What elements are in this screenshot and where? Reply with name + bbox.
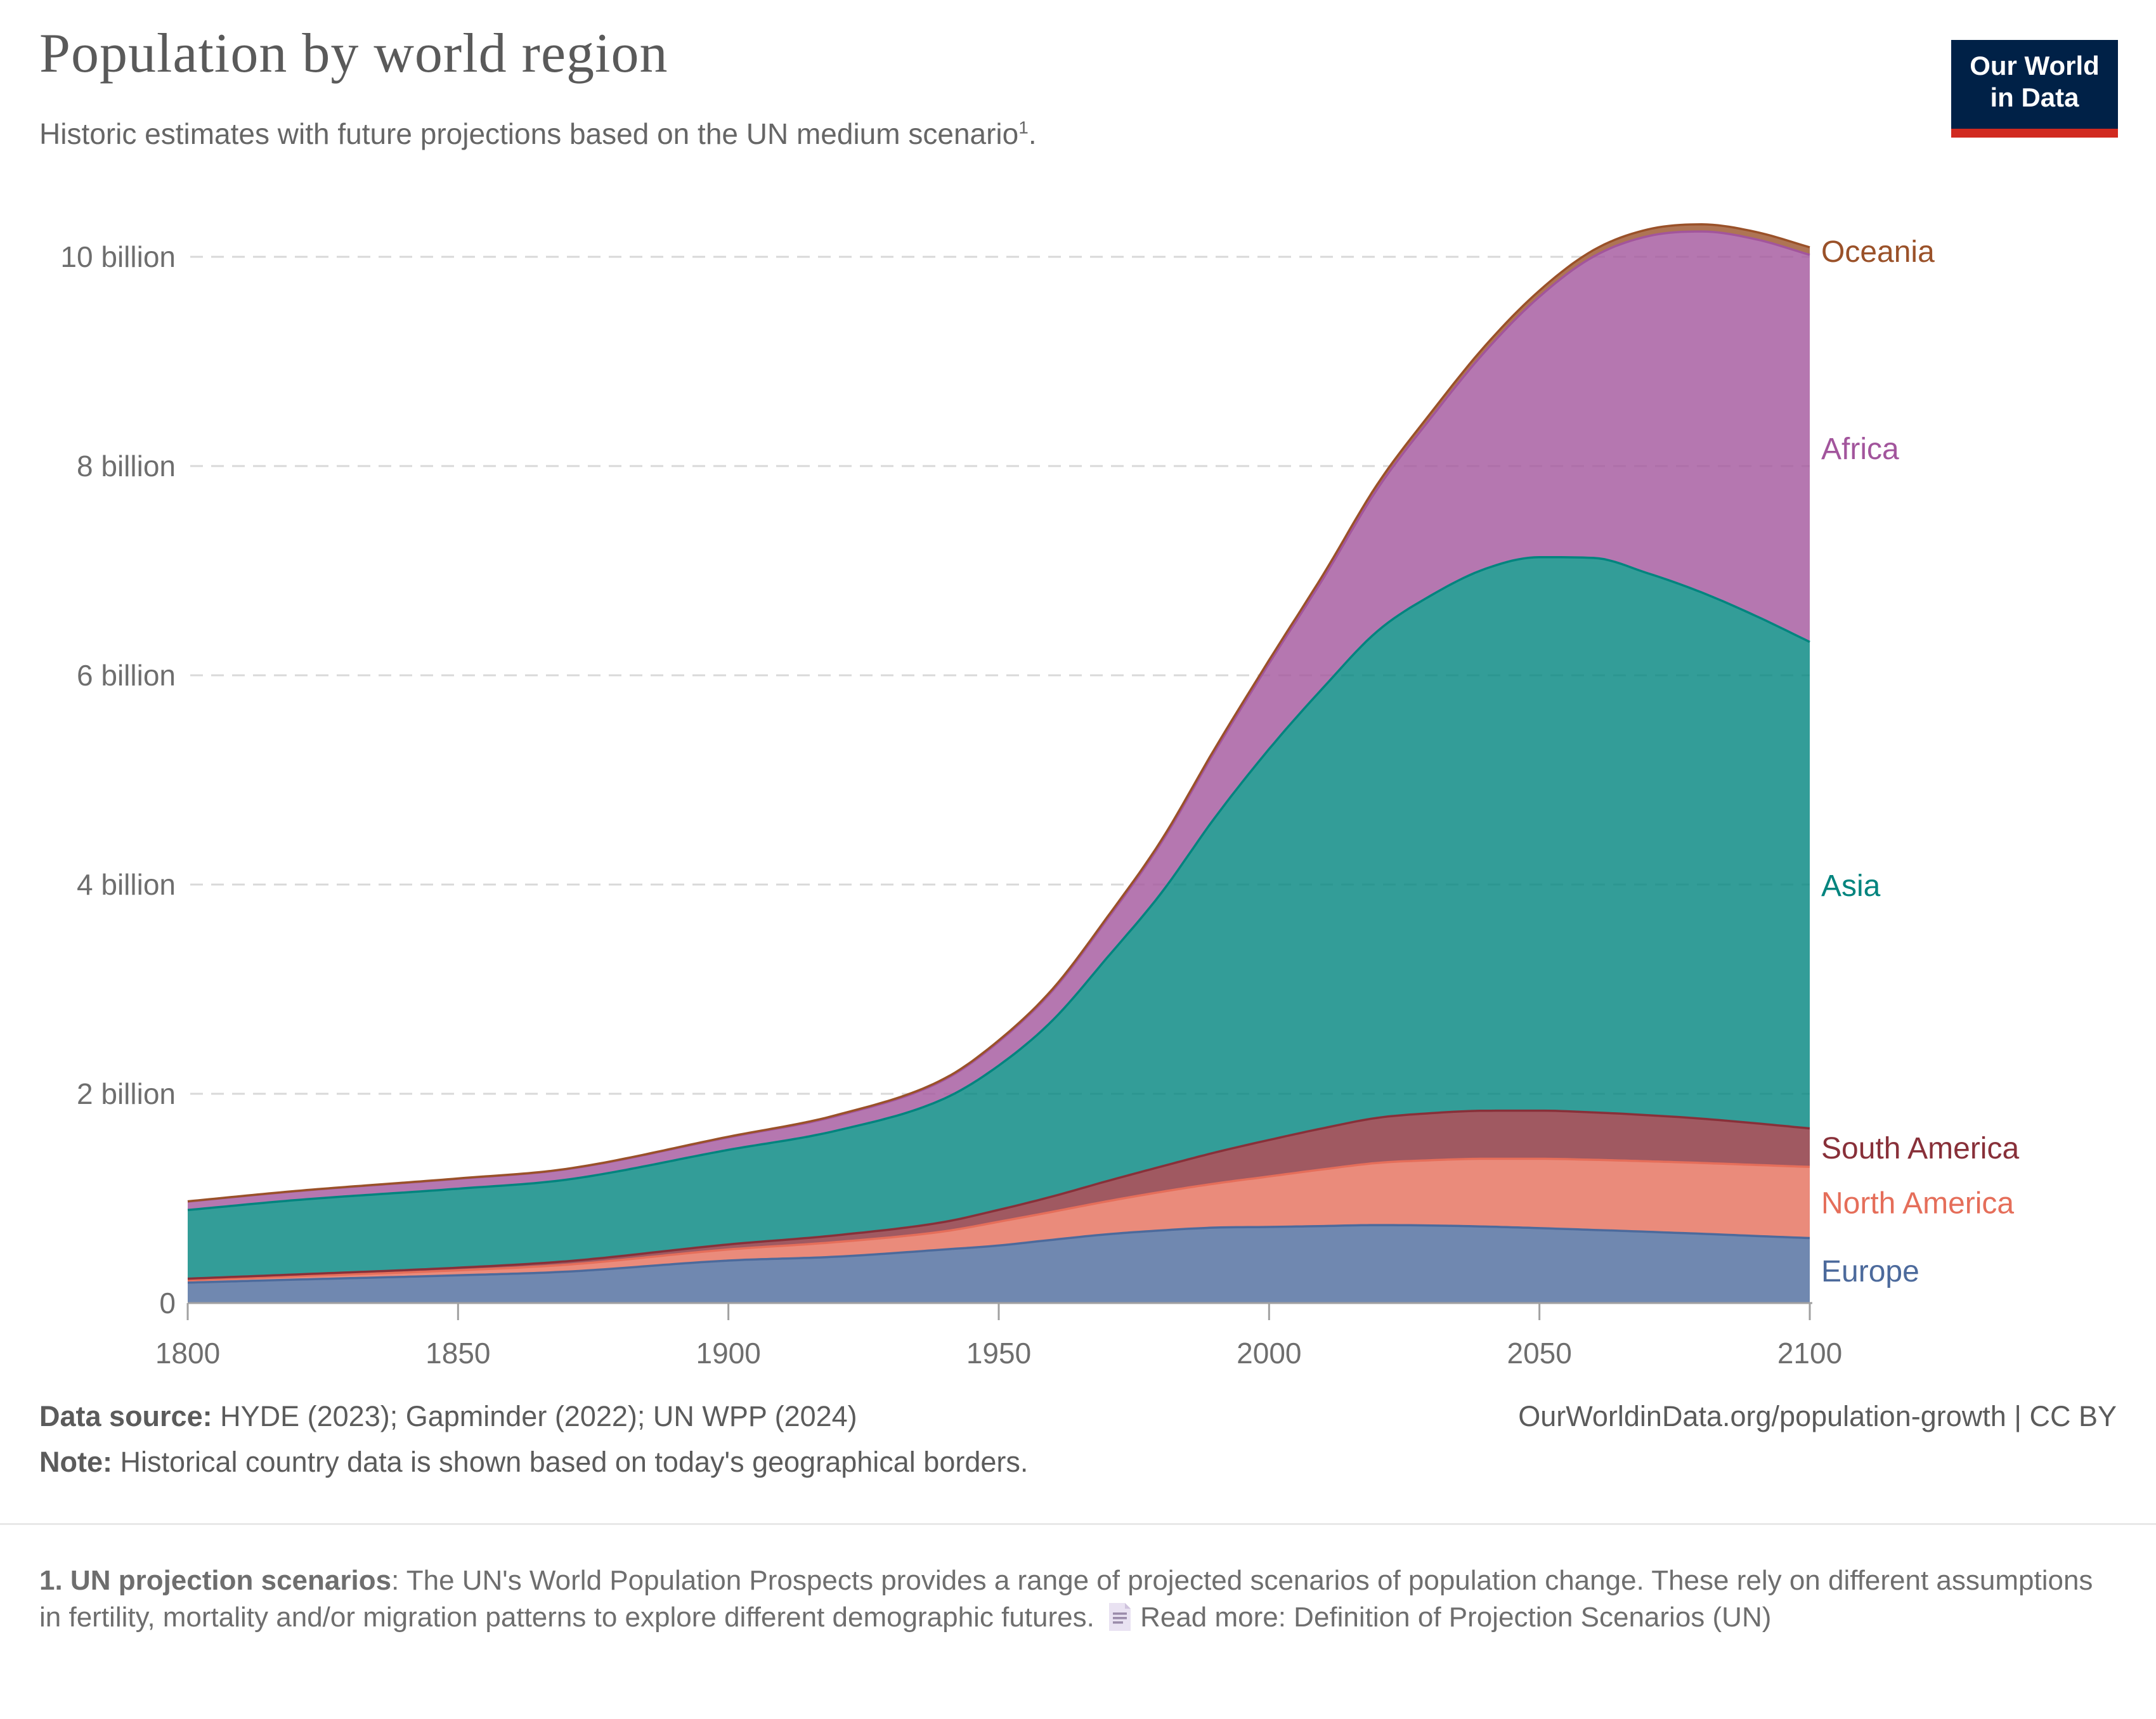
footnote-body: : The UN's World Population Prospects pr… (39, 1565, 2093, 1633)
footnote-divider (0, 1523, 2156, 1525)
area-asia[interactable] (188, 557, 1810, 1279)
y-tick-label-0: 0 (159, 1287, 176, 1320)
series-label-africa: Africa (1821, 432, 1899, 466)
note-label: Note: (39, 1446, 112, 1478)
footnote-bold-label: 1. UN projection scenarios (39, 1565, 392, 1596)
x-tick-label-2100: 2100 (1777, 1337, 1842, 1370)
chart-subtitle: Historic estimates with future projectio… (39, 117, 1037, 151)
owid-logo-box: Our World in Data (1951, 40, 2118, 129)
y-tick-label-2: 2 billion (77, 1077, 176, 1110)
owid-logo-line2: in Data (1990, 82, 2079, 112)
series-label-oceania: Oceania (1821, 235, 1935, 269)
series-label-europe: Europe (1821, 1255, 1919, 1288)
line-oceania (187, 223, 1810, 1203)
document-icon (1109, 1603, 1131, 1631)
footnote: 1. UN projection scenarios: The UN's Wor… (39, 1562, 2094, 1636)
x-tick-label-2050: 2050 (1507, 1337, 1571, 1370)
footnote-read-more-link[interactable]: Read more: Definition of Projection Scen… (1140, 1602, 1772, 1633)
subtitle-period: . (1028, 117, 1037, 150)
area-africa[interactable] (188, 231, 1810, 1210)
x-tick-label-1800: 1800 (155, 1337, 220, 1370)
page-title: Population by world region (39, 23, 668, 84)
series-label-north-america: North America (1821, 1186, 2014, 1220)
series-label-south-america: South America (1821, 1132, 2019, 1165)
note-value: Historical country data is shown based o… (112, 1446, 1029, 1478)
owid-logo-red-bar (1951, 129, 2118, 138)
line-asia (187, 555, 1810, 1212)
area-europe[interactable] (188, 1225, 1810, 1303)
y-tick-label-8: 8 billion (77, 450, 176, 483)
x-tick-label-1900: 1900 (696, 1337, 760, 1370)
owid-logo-line1: Our World (1970, 51, 2100, 81)
y-tick-label-4: 4 billion (77, 868, 176, 901)
area-north-america[interactable] (188, 1158, 1810, 1283)
x-tick-label-1950: 1950 (966, 1337, 1031, 1370)
data-source-label: Data source: (39, 1400, 212, 1432)
line-north-america (187, 1157, 1810, 1281)
data-source-value: HYDE (2023); Gapminder (2022); UN WPP (2… (212, 1400, 857, 1432)
note-line: Note: Historical country data is shown b… (39, 1446, 1028, 1479)
y-tick-label-10: 10 billion (60, 240, 176, 273)
series-label-asia: Asia (1821, 869, 1881, 903)
y-tick-label-6: 6 billion (77, 659, 176, 692)
area-south-america[interactable] (188, 1110, 1810, 1280)
footnote-marker[interactable]: 1 (1018, 117, 1029, 138)
line-south-america (187, 1109, 1810, 1280)
data-source-line: Data source: HYDE (2023); Gapminder (202… (39, 1400, 857, 1433)
subtitle-text: Historic estimates with future projectio… (39, 117, 1019, 150)
x-tick-label-1850: 1850 (425, 1337, 490, 1370)
line-europe (187, 1224, 1810, 1284)
x-tick-label-2000: 2000 (1237, 1337, 1301, 1370)
attribution-link[interactable]: OurWorldinData.org/population-growth | C… (1518, 1400, 2117, 1432)
owid-logo[interactable]: Our World in Data (1951, 40, 2118, 138)
